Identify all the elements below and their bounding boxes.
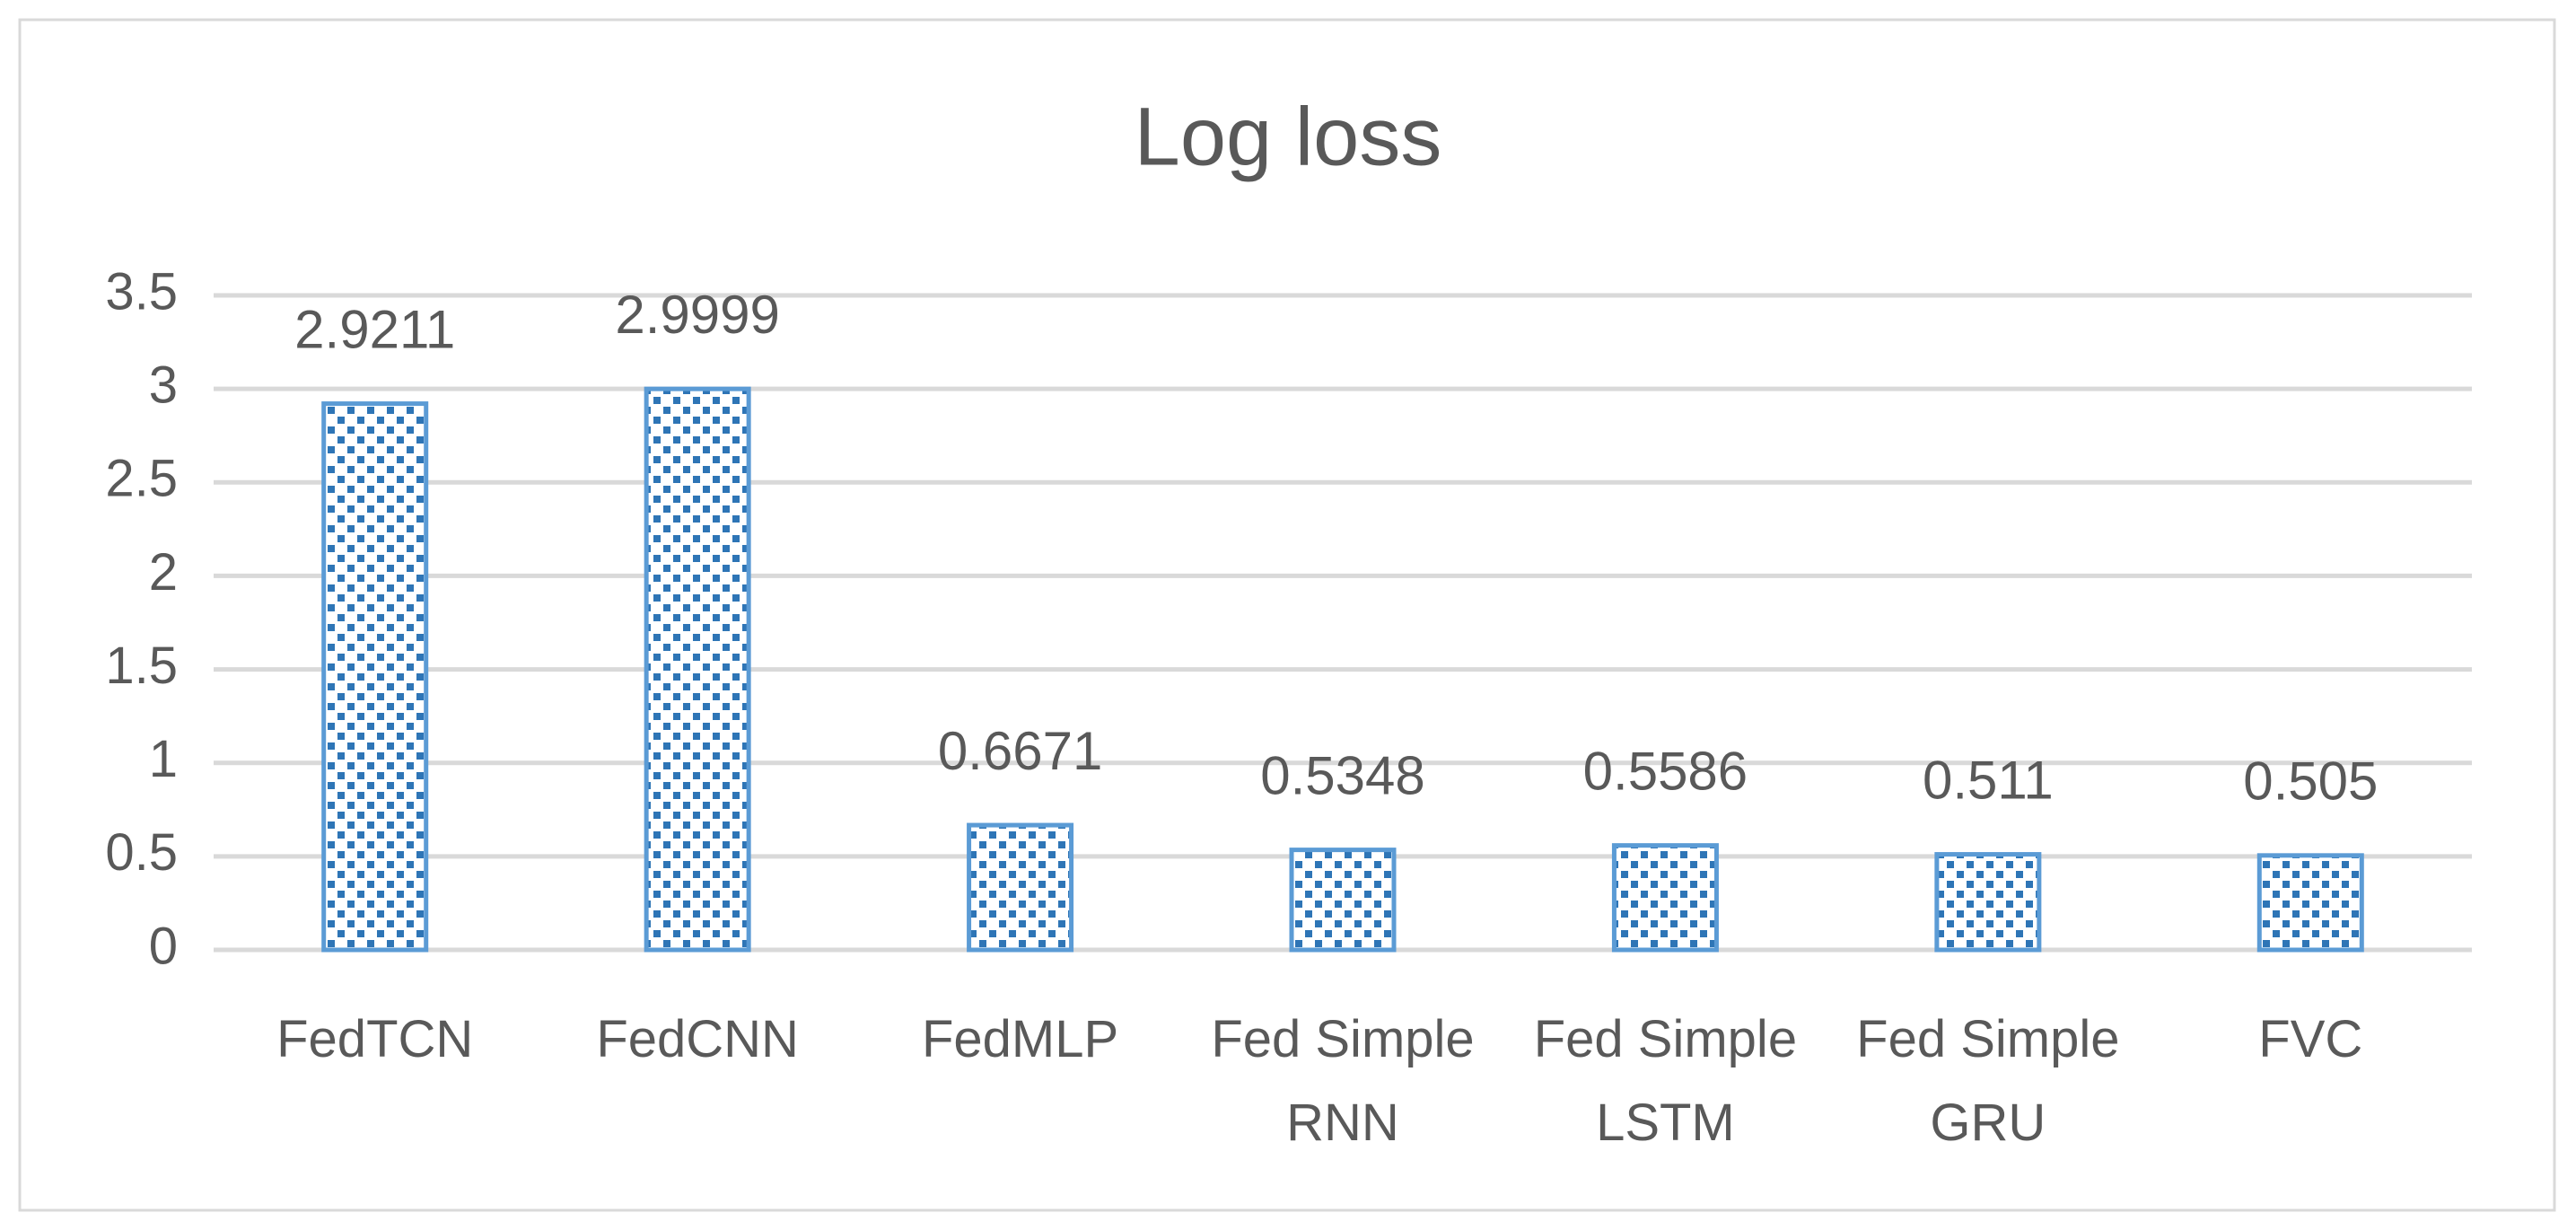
- x-tick-label: Fed Simple RNN: [1211, 1010, 1475, 1152]
- data-label: 0.6671: [938, 721, 1103, 781]
- data-label: 0.511: [1923, 750, 2054, 810]
- bar: [644, 386, 751, 953]
- bar: [2256, 853, 2364, 953]
- y-tick-label: 0.5: [105, 823, 178, 882]
- chart-frame: [18, 18, 2556, 1212]
- x-tick-label: Fed Simple GRU: [1856, 1010, 2120, 1152]
- y-tick-label: 3: [149, 356, 178, 414]
- x-tick-label: FedTCN: [276, 1010, 474, 1068]
- y-tick-label: 1.5: [105, 637, 178, 695]
- chart-title: Log loss: [1135, 91, 1442, 182]
- x-tick-label: FedMLP: [921, 1010, 1119, 1068]
- y-tick-label: 2: [149, 543, 178, 602]
- y-tick-label: 0: [149, 917, 178, 975]
- bar: [967, 822, 1074, 953]
- data-label: 0.505: [2243, 751, 2378, 812]
- y-tick-label: 2.5: [105, 450, 178, 508]
- data-label: 0.5348: [1260, 745, 1425, 805]
- y-tick-label: 1: [149, 730, 178, 788]
- bar: [321, 401, 429, 953]
- data-label: 0.5586: [1583, 741, 1748, 801]
- data-label: 2.9211: [294, 299, 455, 359]
- x-tick-label: FVC: [2258, 1010, 2363, 1068]
- bar: [1611, 843, 1719, 953]
- x-tick-label: FedCNN: [596, 1010, 799, 1068]
- x-tick-label: Fed Simple LSTM: [1533, 1010, 1798, 1152]
- data-label: 2.9999: [615, 285, 780, 345]
- y-tick-label: 3.5: [105, 262, 178, 321]
- bar: [1934, 852, 2042, 953]
- bar: [1289, 848, 1397, 953]
